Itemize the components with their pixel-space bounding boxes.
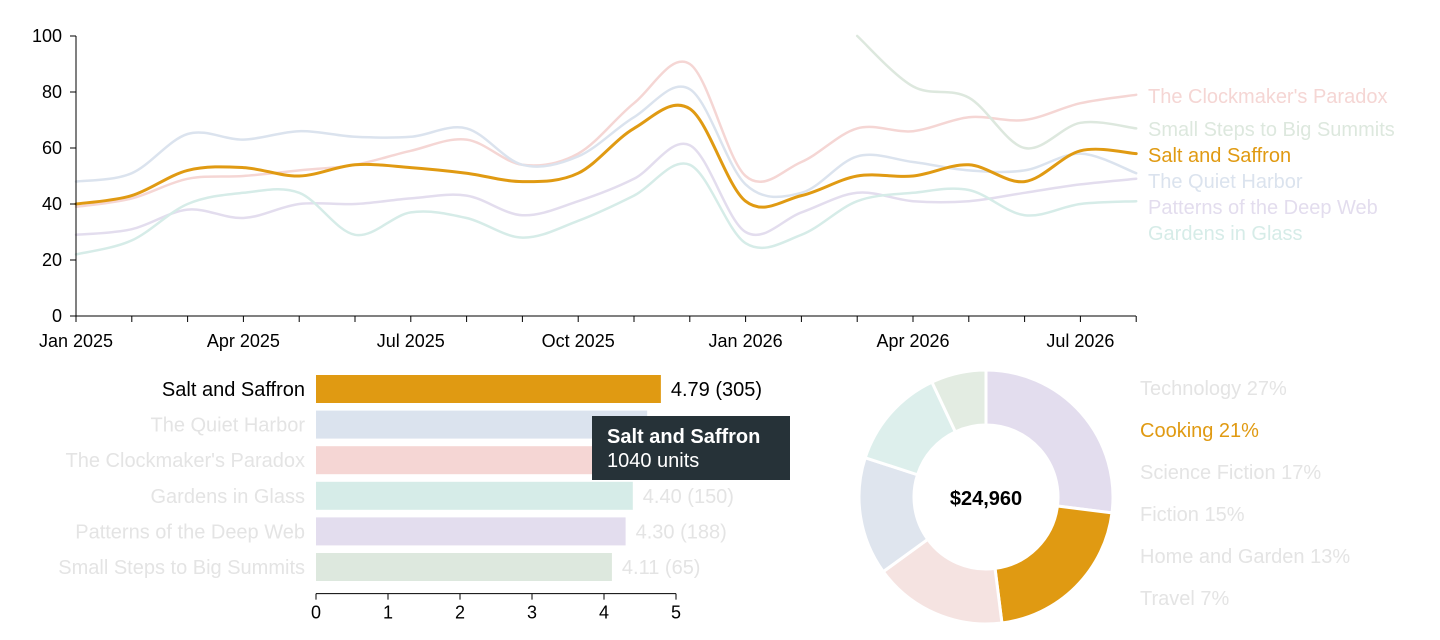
donut-center-total: $24,960 bbox=[950, 488, 1022, 510]
bar-x-tick-label: 1 bbox=[383, 603, 393, 623]
line-axes: 0 20 40 60 80 100 Jan 2025 Apr 2025 Jul 2025 Oct … bbox=[32, 26, 1137, 351]
y-tick-label: 0 bbox=[52, 306, 62, 326]
x-tick-label: Jan 2026 bbox=[709, 331, 783, 351]
legend-label-salt-and-saffron: Salt and Saffron bbox=[1148, 145, 1291, 167]
y-tick-label: 40 bbox=[42, 194, 62, 214]
bar-chart: Salt and Saffron 4.79 (305) The Quiet Harb… bbox=[58, 375, 762, 623]
donut-legend-label: Technology 27% bbox=[1140, 378, 1287, 400]
line-series-the-quiet-harbor bbox=[74, 85, 1138, 199]
x-tick-label: Jul 2026 bbox=[1046, 331, 1114, 351]
y-tick-label: 60 bbox=[42, 138, 62, 158]
donut-slice-travel bbox=[929, 368, 988, 434]
bar-category-label: Salt and Saffron bbox=[162, 379, 305, 401]
line-chart: 0 20 40 60 80 100 Jan 2025 Apr 2025 Jul 2025 Oct … bbox=[32, 26, 1395, 351]
legend-label-gardens-in-glass: Gardens in Glass bbox=[1148, 223, 1303, 245]
x-tick-label: Jul 2025 bbox=[377, 331, 445, 351]
donut-legend-label: Fiction 15% bbox=[1140, 504, 1245, 526]
x-tick-label: Oct 2025 bbox=[542, 331, 615, 351]
line-series-small-steps-to-big-summits bbox=[855, 34, 1138, 150]
y-tick-label: 100 bbox=[32, 26, 62, 46]
line-series-the-clockmaker-s-paradox bbox=[74, 60, 1138, 209]
bar-x-tick-label: 0 bbox=[311, 603, 321, 623]
bar-x-tick-label: 4 bbox=[599, 603, 609, 623]
x-tick-label: Apr 2026 bbox=[876, 331, 949, 351]
y-tick-label: 80 bbox=[42, 82, 62, 102]
bar-value-label: 4.11 (65) bbox=[622, 557, 701, 579]
line-series-patterns-of-the-deep-web bbox=[74, 142, 1138, 237]
bar-category-label: Gardens in Glass bbox=[150, 486, 305, 508]
bar-category-label: The Quiet Harbor bbox=[150, 415, 305, 437]
bar-value-label: 4.30 (188) bbox=[636, 521, 727, 543]
legend-label-patterns-of-the-deep-web: Patterns of the Deep Web bbox=[1148, 197, 1378, 219]
bar-x-tick-label: 5 bbox=[671, 603, 681, 623]
donut-legend-label: Cooking 21% bbox=[1140, 420, 1259, 442]
line-series-gardens-in-glass bbox=[74, 162, 1138, 256]
line-series-salt-and-saffron bbox=[74, 103, 1138, 209]
donut-slice-technology bbox=[984, 368, 1115, 515]
legend-label-the-quiet-harbor: The Quiet Harbor bbox=[1148, 171, 1303, 193]
bar-x-tick-label: 3 bbox=[527, 603, 537, 623]
tooltip: Salt and Saffron 1040 units bbox=[592, 416, 790, 480]
line-series-group bbox=[74, 34, 1138, 256]
bar-value-label: 4.40 (150) bbox=[643, 486, 734, 508]
donut-chart: Technology 27% Cooking 21% Science Fiction… bbox=[857, 368, 1350, 626]
legend-label-the-clockmaker-s-paradox: The Clockmaker's Paradox bbox=[1148, 86, 1387, 108]
donut-legend-label: Travel 7% bbox=[1140, 588, 1230, 610]
bar-x-tick-label: 2 bbox=[455, 603, 465, 623]
y-tick-label: 20 bbox=[42, 250, 62, 270]
bar-category-label: The Clockmaker's Paradox bbox=[66, 450, 305, 472]
donut-slice-cooking bbox=[993, 504, 1114, 625]
bar-value-label: 4.79 (305) bbox=[671, 379, 762, 401]
legend-label-small-steps-to-big-summits: Small Steps to Big Summits bbox=[1148, 119, 1395, 141]
bar-salt-and-saffron bbox=[316, 375, 661, 403]
bar-category-label: Small Steps to Big Summits bbox=[58, 557, 305, 579]
bar-the-clockmaker-s-paradox bbox=[316, 446, 644, 475]
tooltip-title: Salt and Saffron bbox=[607, 426, 761, 448]
tooltip-value: 1040 units bbox=[607, 450, 700, 472]
line-legend: The Clockmaker's Paradox Small Steps to B… bbox=[1148, 86, 1395, 245]
x-tick-label: Jan 2025 bbox=[39, 331, 113, 351]
donut-legend-label: Home and Garden 13% bbox=[1140, 546, 1350, 568]
bar-small-steps-to-big-summits bbox=[316, 553, 612, 581]
bar-patterns-of-the-deep-web bbox=[316, 517, 626, 546]
bar-gardens-in-glass bbox=[316, 481, 633, 510]
x-tick-label: Apr 2025 bbox=[207, 331, 280, 351]
donut-legend-label: Science Fiction 17% bbox=[1140, 462, 1321, 484]
bar-category-label: Patterns of the Deep Web bbox=[75, 521, 305, 543]
